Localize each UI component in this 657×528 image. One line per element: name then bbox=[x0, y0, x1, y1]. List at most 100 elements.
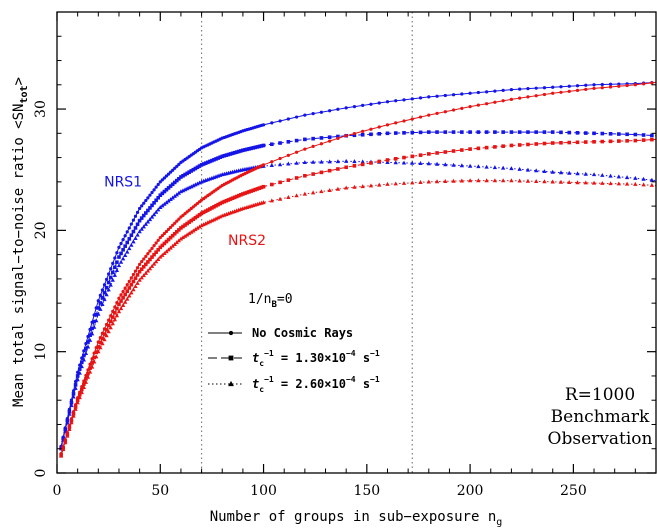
data-point bbox=[625, 132, 629, 137]
data-point bbox=[551, 85, 555, 89]
data-point bbox=[171, 168, 175, 172]
data-point bbox=[100, 336, 105, 341]
data-point bbox=[138, 206, 142, 211]
data-point bbox=[100, 296, 105, 300]
data-point bbox=[154, 185, 158, 189]
data-point bbox=[115, 251, 119, 255]
data-point bbox=[148, 193, 152, 197]
data-point bbox=[303, 113, 307, 117]
data-point bbox=[104, 292, 109, 297]
data-point bbox=[247, 189, 251, 194]
data-point bbox=[259, 185, 264, 190]
data-point bbox=[239, 149, 243, 153]
data-point bbox=[435, 111, 439, 116]
data-point bbox=[410, 160, 415, 165]
data-point bbox=[146, 260, 150, 264]
data-point bbox=[158, 180, 162, 184]
data-point bbox=[567, 89, 571, 93]
data-point bbox=[222, 199, 227, 204]
data-point bbox=[158, 193, 163, 197]
data-point bbox=[377, 125, 381, 129]
data-point bbox=[600, 139, 605, 144]
data-point bbox=[641, 182, 646, 187]
data-point bbox=[195, 225, 200, 230]
data-point bbox=[129, 222, 133, 226]
data-point bbox=[319, 159, 324, 164]
data-point bbox=[583, 180, 588, 185]
data-point bbox=[187, 220, 191, 224]
data-point bbox=[104, 285, 109, 290]
data-point bbox=[139, 216, 144, 220]
data-point bbox=[385, 123, 390, 127]
data-point bbox=[501, 130, 505, 134]
data-point bbox=[73, 383, 78, 387]
data-point bbox=[633, 181, 638, 186]
data-point bbox=[393, 156, 398, 161]
data-point bbox=[133, 269, 138, 273]
data-point bbox=[426, 152, 431, 156]
data-point bbox=[249, 146, 253, 151]
data-point bbox=[175, 178, 179, 183]
data-point bbox=[168, 197, 173, 202]
data-point bbox=[121, 296, 125, 300]
series-nrs1-circle bbox=[59, 80, 656, 448]
data-point bbox=[115, 306, 119, 311]
data-point bbox=[377, 101, 381, 105]
data-point bbox=[509, 130, 514, 134]
data-point bbox=[592, 83, 596, 87]
data-point bbox=[92, 355, 96, 360]
data-point bbox=[92, 319, 96, 324]
data-point bbox=[401, 160, 407, 165]
data-point bbox=[131, 272, 136, 277]
data-point bbox=[104, 277, 109, 281]
data-point bbox=[166, 198, 171, 203]
series-label-nrs2: NRS2 bbox=[228, 233, 266, 249]
data-point bbox=[492, 165, 498, 170]
data-point bbox=[108, 282, 113, 287]
data-point bbox=[168, 235, 173, 240]
data-point bbox=[104, 333, 109, 338]
data-point bbox=[153, 209, 159, 214]
data-point bbox=[208, 207, 212, 211]
data-point bbox=[141, 213, 146, 218]
data-point bbox=[170, 233, 175, 238]
data-point bbox=[148, 249, 152, 253]
data-point bbox=[98, 345, 103, 350]
data-point bbox=[278, 156, 282, 161]
data-point bbox=[352, 131, 357, 136]
data-point bbox=[311, 144, 315, 149]
data-point bbox=[166, 237, 171, 242]
data-point bbox=[84, 346, 88, 351]
data-point bbox=[168, 225, 173, 229]
legend-marker-circle bbox=[228, 330, 234, 336]
data-point bbox=[77, 370, 82, 375]
data-point bbox=[183, 172, 187, 177]
data-point bbox=[133, 236, 138, 240]
data-point bbox=[100, 288, 105, 292]
data-point bbox=[79, 364, 84, 369]
data-point bbox=[133, 214, 138, 218]
data-point bbox=[592, 131, 596, 136]
data-point bbox=[336, 107, 340, 111]
data-point bbox=[377, 159, 382, 164]
data-point bbox=[118, 306, 124, 311]
data-point bbox=[197, 224, 202, 229]
data-point bbox=[344, 106, 348, 110]
data-point bbox=[641, 82, 646, 86]
data-point bbox=[393, 160, 398, 165]
data-point bbox=[385, 158, 390, 162]
data-point bbox=[89, 364, 95, 369]
data-point bbox=[418, 179, 423, 184]
data-point bbox=[152, 252, 156, 257]
data-point bbox=[558, 170, 564, 175]
data-point bbox=[335, 186, 341, 191]
data-point bbox=[385, 131, 390, 136]
data-point bbox=[179, 175, 183, 179]
data-point bbox=[269, 163, 274, 167]
data-point bbox=[119, 241, 123, 246]
data-point bbox=[150, 246, 154, 250]
data-point bbox=[493, 145, 497, 149]
data-point bbox=[141, 224, 146, 229]
data-point bbox=[171, 223, 175, 227]
data-point bbox=[451, 108, 456, 112]
